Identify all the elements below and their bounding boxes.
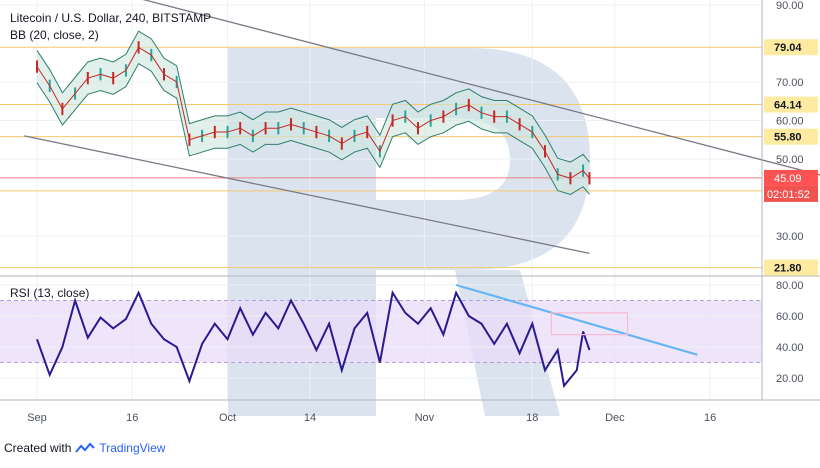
x-tick-label-3: 14	[304, 412, 316, 424]
current-price-label: 45.09	[774, 173, 802, 185]
chart-title: Litecoin / U.S. Dollar, 240, BITSTAMP	[10, 11, 211, 25]
tradingview-logo-icon	[75, 442, 96, 453]
footer-created-with: Created with	[4, 441, 72, 455]
bb-label: BB (20, close, 2)	[10, 28, 99, 42]
rsi-tick-label-2: 40.00	[776, 342, 804, 354]
channel-upper-line	[142, 0, 820, 176]
countdown-label: 02:01:52	[767, 189, 810, 201]
price-tick-label-4: 30.00	[776, 231, 804, 243]
level-tag-0	[764, 39, 818, 56]
bollinger-lower	[36, 62, 590, 195]
price-tick-label-3: 50.00	[776, 154, 804, 166]
level-tag-1	[764, 96, 818, 113]
rsi-line	[36, 290, 591, 389]
x-tick-label-1: 16	[126, 412, 138, 424]
footer: Created with TradingView	[4, 438, 165, 458]
level-label-0: 79.04	[774, 42, 802, 54]
channel-lower-line	[24, 135, 590, 254]
footer-brand[interactable]: TradingView	[99, 441, 166, 455]
price-tick-label-1: 70.00	[776, 77, 804, 89]
axis-labels: 90.00 70.00 60.00 50.00 30.00 80.00 60.00 40.00…	[27, 0, 818, 424]
rsi-tick-label-1: 60.00	[776, 311, 804, 323]
level-label-4: 21.80	[774, 263, 802, 275]
x-tick-label-5: 18	[526, 412, 538, 424]
rsi-tick-label-3: 20.00	[776, 373, 804, 385]
level-tag-2	[764, 128, 818, 145]
chart-marks	[0, 0, 820, 389]
rsi-tick-label-0: 80.00	[776, 280, 804, 292]
legend: Litecoin / U.S. Dollar, 240, BITSTAMP BB…	[10, 11, 211, 300]
rsi-trendline	[455, 283, 698, 356]
x-tick-label-6: Dec	[605, 412, 625, 424]
price-tick-label-2: 60.00	[776, 116, 804, 128]
rsi-highlight-box	[550, 312, 629, 336]
rsi-label: RSI (13, close)	[10, 286, 89, 300]
x-tick-label-0: Sep	[27, 412, 47, 424]
x-tick-label-7: 16	[704, 412, 716, 424]
countdown-tag	[764, 185, 818, 202]
level-tag-4	[764, 259, 818, 276]
level-label-2: 55.80	[774, 132, 802, 144]
x-tick-label-2: Oct	[219, 412, 236, 424]
bollinger-fill	[37, 31, 590, 195]
current-price-tag	[764, 169, 818, 186]
price-tick-label-0: 90.00	[776, 0, 804, 12]
bollinger-upper	[36, 30, 590, 163]
x-tick-label-4: Nov	[415, 412, 435, 424]
level-label-1: 64.14	[774, 100, 802, 112]
price-line	[36, 46, 590, 179]
